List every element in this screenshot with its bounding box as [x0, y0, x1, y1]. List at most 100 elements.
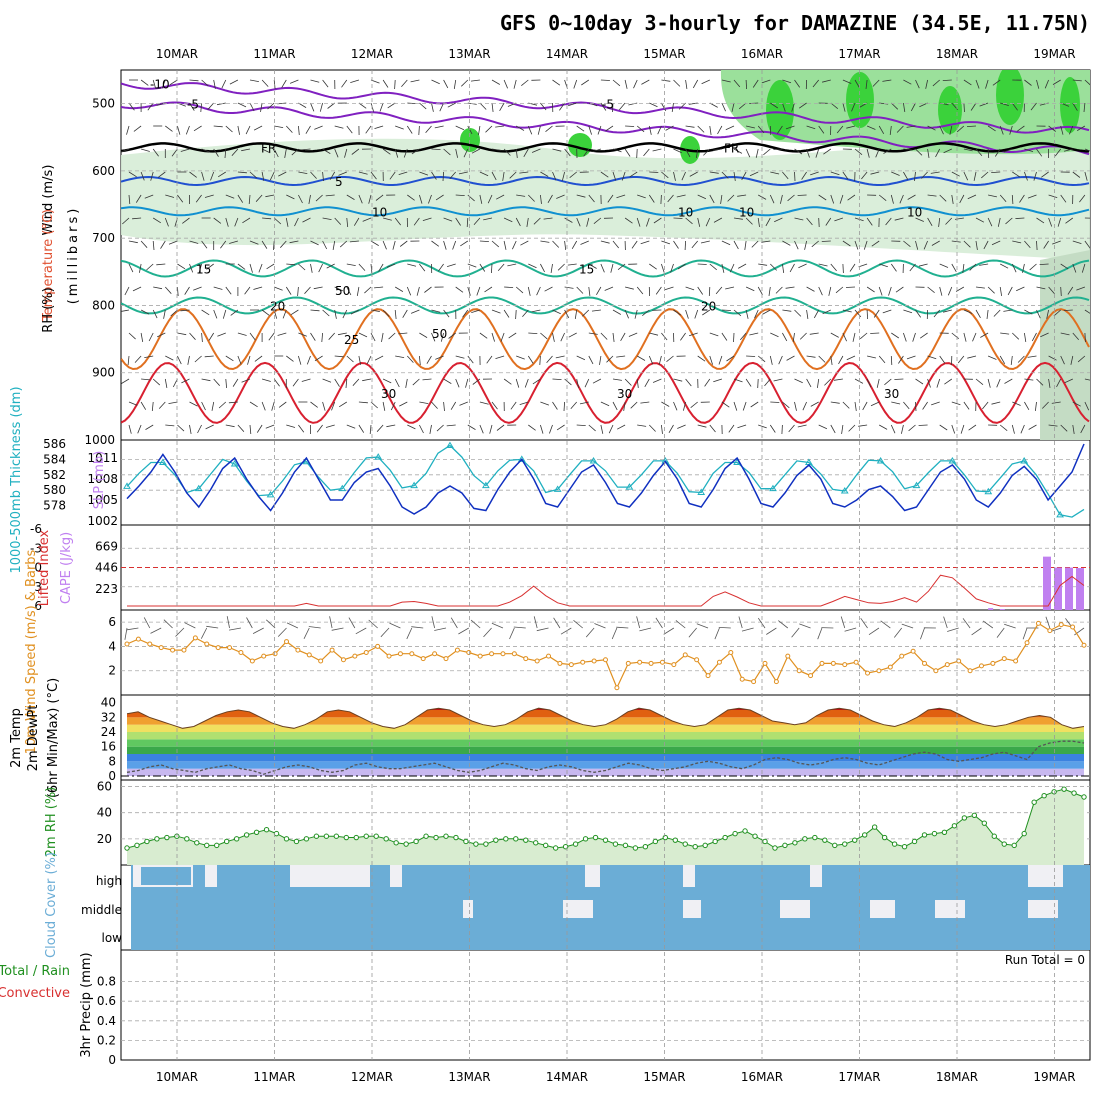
rh2m-point: [1051, 789, 1057, 795]
wind-barb: [713, 378, 723, 383]
wind-barb: [552, 148, 562, 152]
wind-barb: [1027, 194, 1037, 199]
wind-barb: [865, 79, 868, 89]
wind-barb: [362, 378, 372, 382]
wind-barb: [1060, 125, 1064, 135]
wind-barb: [540, 171, 549, 177]
wind-barb: [1019, 194, 1025, 203]
wind-barb: [314, 355, 323, 362]
wind-barb: [866, 309, 868, 320]
wind-barb: [260, 102, 263, 112]
slp-tick: 1008: [87, 472, 118, 486]
wind-barb: [189, 401, 198, 407]
wind-barb: [661, 263, 665, 273]
rh2m-point: [253, 829, 260, 836]
wind-barb: [247, 355, 251, 365]
wind10m-barb: [901, 623, 914, 629]
wind-barb: [1000, 263, 1009, 269]
wind-barb: [1048, 125, 1056, 132]
rh2m-point: [503, 836, 509, 842]
wind-barb: [298, 263, 306, 271]
wind-barb: [883, 148, 892, 154]
wind-barb: [398, 332, 408, 335]
wind-barb: [471, 148, 481, 154]
wind-barb: [503, 79, 508, 89]
wind-barb: [381, 332, 384, 342]
wind-barb: [248, 194, 251, 205]
wind-barb: [653, 217, 662, 224]
wind-barb: [331, 401, 336, 411]
wind-barb: [973, 171, 977, 181]
wind-barb: [628, 332, 638, 337]
wind-barb: [649, 171, 659, 173]
rh2m-point: [682, 841, 688, 847]
cloud-high-gap: [585, 865, 600, 887]
wind-barb: [298, 171, 308, 174]
wind10m-barb: [331, 627, 344, 631]
wind-barb: [876, 378, 880, 388]
wind-barb: [479, 240, 489, 242]
wind-barb: [906, 125, 916, 128]
wind-barb: [185, 125, 190, 135]
ylabel-cloud: Cloud Cover (%): [44, 852, 59, 958]
wind-barb: [334, 286, 343, 292]
rh2m-point: [891, 841, 898, 847]
li-tick: -6: [30, 522, 42, 536]
wind-barb: [394, 286, 404, 292]
wind-barb: [1048, 194, 1058, 198]
panel-frame-precip: [120, 949, 1091, 1061]
wind-barb: [269, 171, 275, 181]
wind-barb: [967, 194, 977, 200]
wind-barb: [1036, 240, 1038, 251]
rh2m-point: [991, 833, 997, 839]
wind-barb: [975, 148, 983, 157]
wind-barb: [431, 171, 437, 180]
rh2m-point: [842, 841, 848, 847]
wind-barb: [455, 148, 458, 158]
wind10m-point: [249, 658, 255, 664]
wind-barb: [600, 424, 604, 434]
wind-barb: [491, 332, 495, 342]
date-tick-bottom: 16MAR: [741, 1070, 783, 1084]
wind-barb: [661, 240, 671, 245]
ylabel-li: Lifted Index: [37, 529, 52, 606]
wind-barb: [491, 401, 498, 410]
wind-barb: [455, 286, 464, 293]
wind-barb: [540, 263, 545, 273]
wind-barb: [764, 378, 771, 387]
contour-label: 10: [739, 205, 754, 219]
rh2m-point: [742, 828, 748, 834]
wind-barb: [999, 125, 1004, 135]
wind-barb: [344, 148, 348, 158]
wind-barb: [945, 217, 953, 225]
wind-barb: [1030, 102, 1037, 111]
wind-barb: [833, 378, 843, 381]
date-tick-bottom: 14MAR: [546, 1070, 588, 1084]
wind-barb: [1076, 286, 1086, 291]
rh2m-point: [373, 833, 379, 839]
wind-barb: [879, 263, 888, 268]
wind-barb: [163, 309, 166, 319]
wind-barb: [1060, 424, 1068, 432]
wind10m-barb: [799, 623, 811, 629]
wind-barb: [265, 424, 275, 429]
wind-barb: [187, 355, 190, 365]
wind-barb: [993, 309, 1001, 317]
wind10m-point: [625, 660, 631, 666]
wind-barb: [915, 240, 919, 250]
wind-barb: [513, 79, 517, 89]
wind-barb: [567, 102, 577, 107]
wind-barb: [685, 79, 688, 89]
wind10m-barb: [639, 627, 652, 632]
wind-barb: [685, 309, 689, 319]
rh2m-point: [692, 843, 698, 850]
wind-barb: [165, 424, 175, 427]
wind-barb: [140, 171, 145, 181]
rh2m-point: [233, 836, 240, 842]
wind-barb: [1036, 79, 1040, 89]
wind-barb: [1036, 217, 1045, 224]
wind-barb: [556, 194, 565, 199]
wind-barb: [775, 286, 783, 294]
wind-barb: [491, 102, 494, 112]
wind-barb: [1040, 332, 1049, 338]
